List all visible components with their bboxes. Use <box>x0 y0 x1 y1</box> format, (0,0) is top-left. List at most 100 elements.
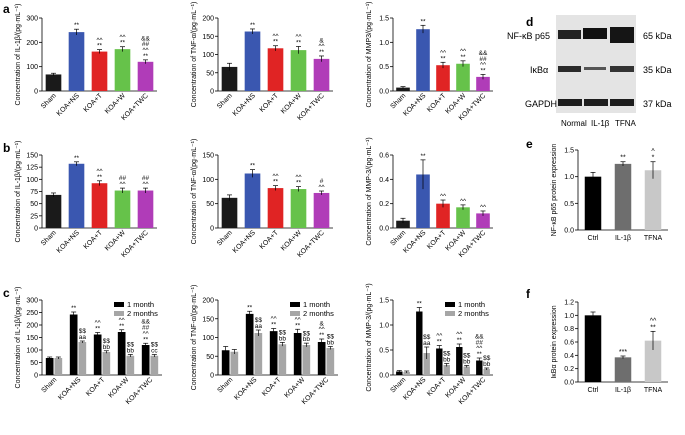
y-tick-label: 250 <box>26 310 38 317</box>
bar-m1 <box>269 331 278 375</box>
chart-b1: 0 25 50 75 100 125 150 Concentration of IL-1β/(… <box>15 141 157 259</box>
bar-m1 <box>93 334 102 375</box>
x-tick-label: Sham <box>217 376 235 394</box>
significance-mark: ** <box>295 322 301 329</box>
chart-c1: 0 50 100 150 200 250 300 Concentration of IL-1β… <box>15 287 162 406</box>
bar-m2 <box>150 355 159 375</box>
blot-lane-il1b: IL-1β <box>591 119 610 128</box>
bar-value <box>137 61 154 91</box>
blot-band-gapdh-tfna <box>610 99 634 106</box>
significance-mark: bb <box>443 357 451 364</box>
significance-mark: ^^ <box>440 49 447 56</box>
y-tick-label: 0.2 <box>379 201 389 208</box>
bar-value <box>614 357 632 382</box>
significance-mark: ^^ <box>143 330 150 337</box>
bar-m1 <box>69 314 78 375</box>
y-tick-label: 1.5 <box>379 16 389 23</box>
significance-mark: ** <box>420 153 426 160</box>
significance-mark: ^^ <box>456 331 463 338</box>
significance-mark: $$ <box>127 342 135 349</box>
bar-m1 <box>221 350 230 375</box>
bar-value <box>45 74 62 91</box>
legend-label-1-month: 1 month <box>127 300 154 309</box>
significance-mark: ** <box>296 39 302 46</box>
panel-label-a: a <box>3 2 10 16</box>
bar-value <box>456 207 470 228</box>
significance-mark: $$ <box>443 351 451 358</box>
y-tick-label: 0.4 <box>564 353 574 360</box>
significance-mark: ** <box>250 22 256 29</box>
bar-value <box>396 87 410 91</box>
bar-value <box>267 188 284 228</box>
bar-m2 <box>278 344 287 375</box>
significance-mark: ** <box>143 336 149 343</box>
significance-mark: bb <box>483 361 491 368</box>
significance-mark: bb <box>463 359 471 366</box>
significance-mark: cc <box>151 348 158 355</box>
significance-mark: ^^ <box>295 174 302 181</box>
significance-mark: ** <box>97 174 103 181</box>
blot-band-ikba-normal <box>558 66 581 72</box>
significance-mark: ** <box>71 305 77 312</box>
blot-band-ikba-il1b <box>584 67 606 70</box>
y-tick-label: 150 <box>202 34 214 41</box>
y-tick-label: 0.5 <box>564 201 574 208</box>
bar-value <box>644 340 662 382</box>
significance-mark: ** <box>437 339 443 346</box>
significance-mark: bb <box>279 335 287 342</box>
blot-band-nfkb-il1b <box>583 28 607 39</box>
bar-value <box>584 315 602 382</box>
panel-label-b: b <box>3 141 10 155</box>
bar-m2 <box>463 366 470 375</box>
significance-mark: ## <box>479 56 487 63</box>
blot-row-label-ikba: IκBα <box>530 65 548 75</box>
bar-m2 <box>483 369 490 375</box>
western-blot-panel: d NF-κB p65 IκBα GAPDH 65 kDa 35 kDa 37 … <box>507 15 672 128</box>
x-tick-label: IL-1β <box>615 235 631 242</box>
y-tick-label: 100 <box>202 177 214 184</box>
bar-m2 <box>102 352 111 375</box>
y-tick-label: 0 <box>210 226 214 233</box>
significance-mark: $$ <box>255 317 263 324</box>
significance-mark: & <box>319 320 324 327</box>
x-tick-label: Sham <box>390 92 408 110</box>
significance-mark: ** <box>97 43 103 50</box>
significance-mark: ^^ <box>460 48 467 55</box>
x-tick-label: Sham <box>390 376 408 394</box>
chart-b2: 0 50 100 150 Concentration of TNF-α/(pg·mL⁻¹… <box>191 139 333 259</box>
significance-mark: ## <box>476 339 484 346</box>
significance-mark: ## <box>119 175 127 182</box>
bar-value <box>476 213 490 228</box>
blot-band-nfkb-tfna <box>610 27 634 43</box>
panel-label-f: f <box>526 287 531 301</box>
significance-mark: ** <box>119 323 125 330</box>
bar-value <box>313 58 330 91</box>
x-tick-label: IL-1β <box>615 387 631 394</box>
y-tick-label: 200 <box>26 323 38 330</box>
significance-mark: $$ <box>327 334 335 341</box>
x-tick-label: Sham <box>41 376 59 394</box>
bar-m1 <box>45 358 54 375</box>
significance-mark: ^^ <box>142 181 149 188</box>
y-axis-label: Concentration of MMP-3/(pg·mL⁻¹) <box>366 137 373 245</box>
x-tick-label: KOA+T <box>85 376 107 398</box>
y-tick-label: 50 <box>30 360 38 367</box>
y-tick-label: 200 <box>202 298 214 305</box>
y-axis-label: Concentration of TNF-α/(pg·mL⁻¹) <box>191 2 198 108</box>
blot-band-nfkb-normal <box>558 30 581 39</box>
significance-mark: ^^ <box>318 43 325 50</box>
legend-swatch-1-month <box>445 302 455 307</box>
legend-label-1-month: 1 month <box>303 300 330 309</box>
significance-mark: ** <box>74 22 80 29</box>
bar-value <box>436 65 450 91</box>
x-tick-label: KOA+W <box>280 229 303 252</box>
y-tick-label: 0.0 <box>564 380 574 387</box>
y-axis-label: Concentration of IL-1β/(pg·mL⁻¹) <box>15 287 22 389</box>
y-tick-label: 0.0 <box>379 373 389 380</box>
x-tick-label: TFNA <box>644 235 663 242</box>
blot-kda-ikba: 35 kDa <box>643 65 672 75</box>
significance-mark: ** <box>319 49 325 56</box>
x-tick-label: KOA+T <box>259 229 281 251</box>
y-axis-label: Concentration of MMP3/(pg·mL⁻¹) <box>366 1 373 107</box>
